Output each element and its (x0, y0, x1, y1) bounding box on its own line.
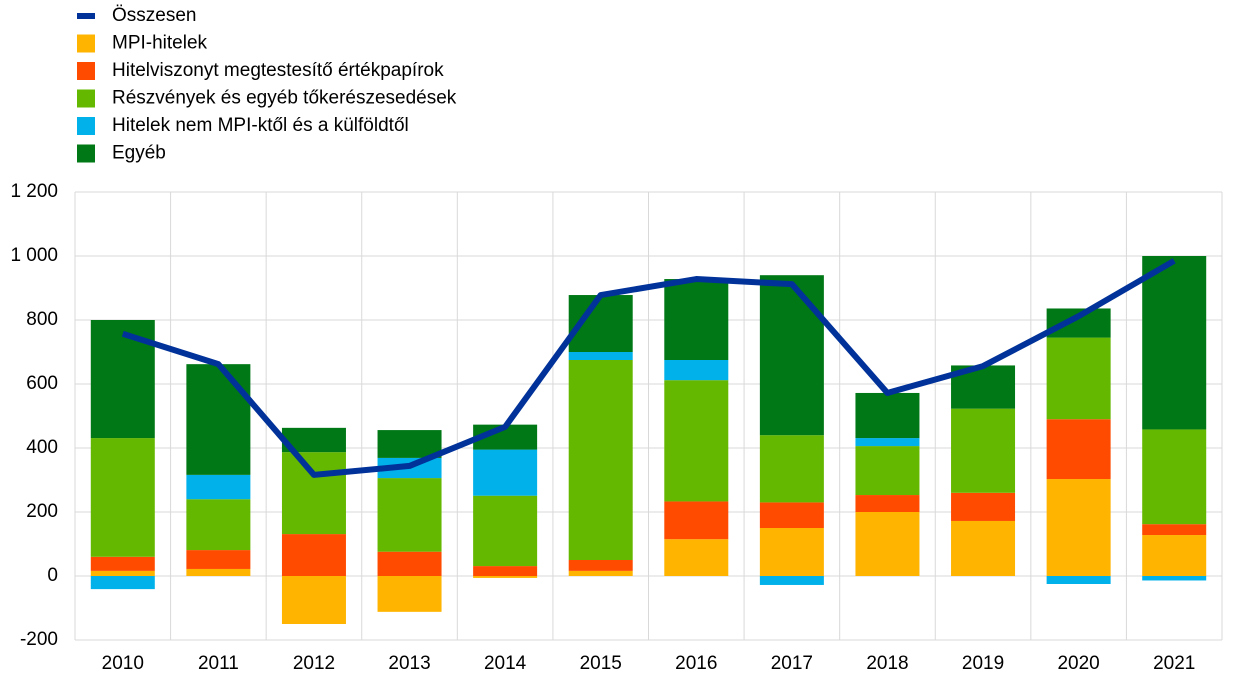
x-tick-label: 2010 (102, 653, 144, 674)
legend-label: Hitelek nem MPI-ktől és a külföldtől (112, 115, 409, 136)
x-tick-label: 2013 (388, 653, 430, 674)
bar-segment (90, 556, 155, 571)
y-tick-label: 1 000 (10, 245, 58, 266)
legend-swatch (77, 34, 95, 53)
bar-segment (473, 566, 538, 576)
bar-segment (377, 430, 442, 458)
bar-segment (90, 438, 155, 557)
bar-segment (186, 364, 251, 475)
bar-segment (664, 360, 729, 381)
bar-segment (1142, 535, 1207, 576)
bar-segment (473, 576, 538, 578)
legend-swatch (77, 62, 95, 80)
bar-segment (90, 576, 155, 590)
bar-segment (855, 446, 920, 496)
bar-segment (1142, 256, 1207, 430)
bar-segment (186, 499, 251, 551)
bar-segment (1142, 429, 1207, 525)
legend-label: Összesen (112, 5, 196, 26)
total-line (121, 258, 1176, 478)
bar-segment (1142, 576, 1207, 581)
x-tick-label: 2018 (866, 653, 908, 674)
y-tick-label: 1 200 (10, 181, 58, 202)
y-tick-label: 200 (26, 501, 58, 522)
x-tick-label: 2020 (1057, 653, 1099, 674)
bar-segment (473, 495, 538, 567)
legend-label: Egyéb (112, 143, 166, 164)
bar-segment (186, 474, 251, 500)
x-tick-label: 2014 (484, 653, 527, 674)
bar-segment (759, 528, 824, 576)
bar-segment (377, 551, 442, 576)
y-tick-label: 400 (26, 437, 58, 458)
bar-segment (1046, 337, 1111, 420)
bar-segment (1046, 479, 1111, 576)
x-tick-label: 2017 (771, 653, 813, 674)
bar-segment (855, 392, 920, 439)
bar-segment (1142, 524, 1207, 536)
bar-segment (186, 550, 251, 569)
bar-segment (759, 435, 824, 503)
bar-segment (281, 534, 346, 576)
bar-segment (281, 576, 346, 624)
x-tick-label: 2016 (675, 653, 717, 674)
bar-segment (855, 512, 920, 576)
bar-segment (664, 380, 729, 502)
legend-label: Részvények és egyéb tőkerészesedések (112, 88, 457, 109)
bar-segment (664, 501, 729, 540)
bar-segment (377, 478, 442, 552)
y-tick-label: 800 (26, 309, 58, 330)
bar-segment (473, 449, 538, 496)
x-tick-label: 2019 (962, 653, 1004, 674)
bar-segment (855, 438, 920, 447)
x-tick-label: 2012 (293, 653, 335, 674)
bar-segment (568, 560, 633, 571)
bar-segment (90, 320, 155, 439)
y-tick-label: -200 (20, 629, 58, 650)
bar-segment (759, 502, 824, 528)
x-tick-label: 2021 (1153, 653, 1195, 674)
bar-segment (568, 352, 633, 360)
bar-segment (855, 495, 920, 512)
x-tick-label: 2015 (580, 653, 622, 674)
bar-segment (664, 279, 729, 360)
legend-swatch (77, 117, 95, 135)
bar-segment (664, 539, 729, 576)
y-tick-label: 0 (47, 565, 58, 586)
bar-segment (1046, 576, 1111, 584)
bar-segment (1046, 419, 1111, 480)
bar-segment (759, 576, 824, 585)
bar-segment (951, 408, 1016, 493)
y-tick-label: 600 (26, 373, 58, 394)
bar-segment (90, 570, 155, 576)
bar-segment (281, 452, 346, 535)
bar-segment (377, 576, 442, 612)
bar-segment (568, 360, 633, 560)
legend-swatch (77, 13, 95, 19)
legend-swatch (77, 89, 95, 108)
legend-label: MPI-hitelek (112, 33, 208, 54)
bar-segment (951, 520, 1016, 576)
bar-segment (568, 570, 633, 576)
bar-segment (186, 568, 251, 576)
legend-label: Hitelviszonyt megtestesítő értékpapírok (112, 60, 444, 81)
bar-segment (759, 275, 824, 436)
legend-swatch (77, 144, 95, 163)
bar-segment (951, 492, 1016, 521)
x-tick-label: 2011 (198, 653, 239, 674)
